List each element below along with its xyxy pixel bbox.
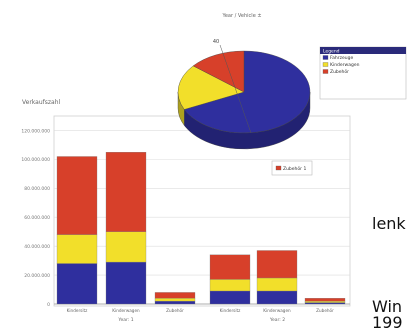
legend-entry: Kinderwagen (330, 62, 360, 68)
bar-segment-1 (56, 263, 98, 305)
bar-segment-2 (154, 298, 196, 302)
pie-slice-3 (192, 50, 245, 93)
bar-chart-grid (54, 130, 350, 305)
x-tick-label: Zubehör (166, 308, 184, 313)
bar-segment-3 (304, 298, 346, 302)
x-group-label: Year: 1 (117, 317, 133, 323)
pie-slice-label: 40 (213, 39, 219, 45)
bar-segment-1 (209, 290, 251, 305)
y-tick-label: 80.000.000 (24, 186, 50, 192)
bar-chart-y-axis-label: Verkaufszahl (22, 99, 61, 106)
legend-swatch (322, 69, 329, 74)
pie-slice-1 (183, 50, 311, 134)
legend-title: Legend (323, 49, 340, 55)
y-tick-label: 20.000.000 (24, 273, 50, 279)
y-tick-label: 60.000.000 (24, 215, 50, 221)
y-tick-label: 0 (47, 302, 50, 308)
bar-segment-3 (56, 156, 98, 235)
bar-segment-1 (256, 290, 298, 305)
page-title: Year / Vehicle ± (221, 13, 261, 19)
pie-leader-line (219, 44, 252, 133)
side-text-line-2: Win (372, 297, 403, 316)
x-tick-label: Kinderwagen (112, 308, 140, 313)
bar-segment-3 (154, 292, 196, 299)
side-text-line-3: 199 (372, 313, 403, 332)
legend-entry: Zubehör (330, 69, 349, 75)
y-tick-label: 100.000.000 (21, 157, 50, 163)
legend-swatch (322, 55, 329, 60)
bar-segment-2 (56, 234, 98, 264)
callout-frame (271, 160, 313, 176)
bar-segment-3 (209, 254, 251, 280)
y-tick-label: 120.000.000 (21, 128, 50, 134)
side-text-line-1: lenk (372, 214, 406, 233)
pie-chart: 40 (177, 39, 311, 150)
bar-segment-3 (105, 152, 147, 232)
legend-box (319, 46, 407, 100)
x-tick-label: Kindersitz (220, 308, 242, 313)
callout-label: Zubehör 1 (283, 166, 306, 172)
bar-chart-bars (56, 152, 346, 305)
x-tick-label: Kinderwagen (263, 308, 291, 313)
x-group-label: Year: 2 (269, 317, 285, 323)
legend-swatch (322, 62, 329, 67)
bar-chart-x-labels: Kindersitz Kinderwagen Zubehör Kindersitz Ki… (67, 308, 334, 313)
x-tick-label: Zubehör (316, 308, 334, 313)
bar-segment-1 (304, 302, 346, 305)
bar-segment-2 (209, 279, 251, 292)
bar-chart-y-ticks: 0 20.000.000 40.000.000 60.000.000 80.000.00… (21, 128, 50, 308)
y-tick-label: 40.000.000 (24, 244, 50, 250)
bar-segment-1 (105, 261, 147, 305)
pie-slice-2 (177, 65, 245, 110)
bar-segment-2 (304, 300, 346, 303)
callout-swatch (275, 165, 282, 171)
bar-chart-frame (53, 115, 351, 307)
bar-chart-group-labels: Year: 1 Year: 2 (117, 317, 285, 323)
bar-segment-2 (105, 231, 147, 263)
legend-entry: Fahrzeuge (330, 55, 353, 61)
pie-callout-box: Zubehör 1 (271, 160, 313, 176)
legend-title-bar (320, 47, 406, 54)
bar-segment-2 (256, 277, 298, 292)
bar-segment-3 (256, 250, 298, 279)
x-tick-label: Kindersitz (67, 308, 89, 313)
bar-segment-1 (154, 300, 196, 305)
